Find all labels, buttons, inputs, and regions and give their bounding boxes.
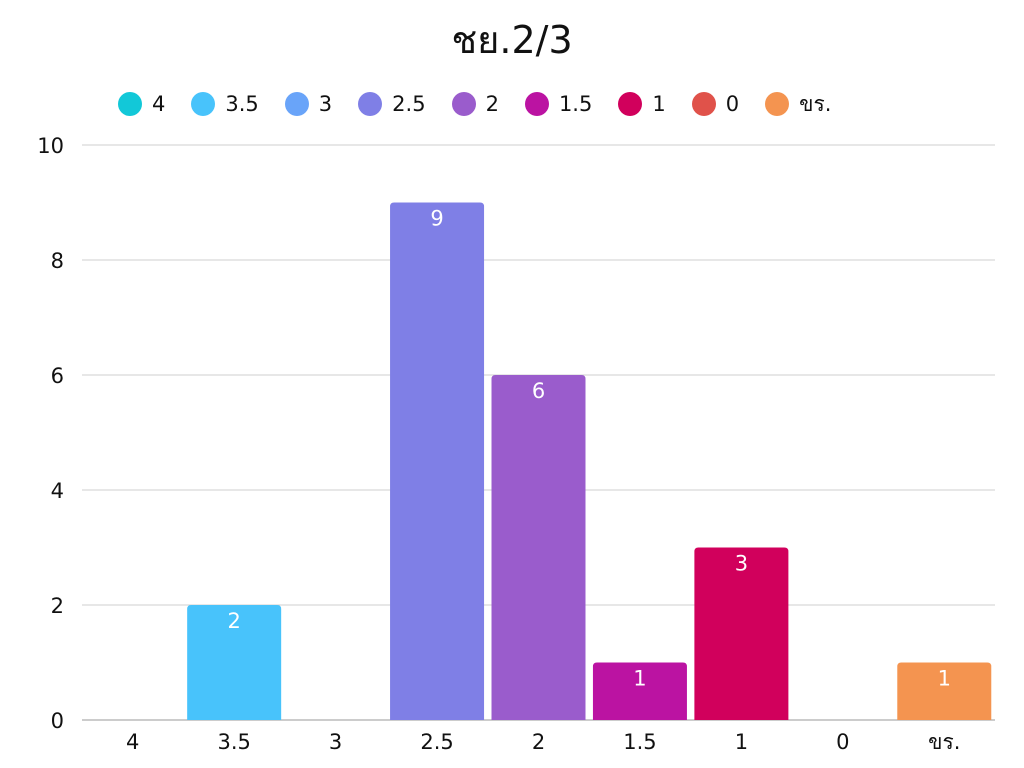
x-tick-label: 1 xyxy=(735,730,748,754)
legend-swatch xyxy=(191,92,216,116)
legend-label: 0 xyxy=(725,92,740,116)
x-tick-label: 2.5 xyxy=(420,730,453,754)
x-tick-label: 0 xyxy=(836,730,849,754)
bar xyxy=(592,662,687,720)
legend-item: 2 xyxy=(451,90,499,118)
x-tick-label: 1.5 xyxy=(623,730,656,754)
y-tick-label: 8 xyxy=(51,249,64,273)
legend-swatch xyxy=(358,92,383,116)
legend-label: 4 xyxy=(152,92,166,116)
legend-swatch xyxy=(524,92,549,116)
x-tick-label: ขร. xyxy=(928,730,960,754)
legend-item: 1.5 xyxy=(524,90,593,118)
x-tick-label: 4 xyxy=(126,730,139,754)
legend-swatch xyxy=(451,92,476,116)
legend-swatch xyxy=(765,92,790,116)
x-tick-label: 3 xyxy=(329,730,342,754)
legend-label: 1 xyxy=(652,92,666,116)
legend-label: 3.5 xyxy=(225,92,259,116)
legend-item: 1 xyxy=(618,90,666,118)
y-tick-label: 0 xyxy=(51,709,64,733)
data-label: 6 xyxy=(532,379,545,403)
legend-label: 1.5 xyxy=(558,92,593,116)
bar xyxy=(491,375,586,720)
bar xyxy=(694,547,789,720)
data-label: 9 xyxy=(430,207,443,231)
x-tick-label: 2 xyxy=(532,730,545,754)
legend-label: ขร. xyxy=(799,92,832,116)
legend-label: 2.5 xyxy=(392,92,426,116)
legend-label: 2 xyxy=(485,92,499,116)
y-tick-label: 6 xyxy=(51,364,64,388)
bar xyxy=(390,202,485,720)
y-tick-label: 4 xyxy=(51,479,64,503)
legend-item: 2.5 xyxy=(358,90,426,118)
data-label: 3 xyxy=(735,552,748,576)
legend-item: 3.5 xyxy=(191,90,259,118)
legend-swatch xyxy=(284,92,309,116)
legend-swatch xyxy=(618,92,643,116)
legend-swatch xyxy=(118,92,142,116)
x-tick-label: 3.5 xyxy=(217,730,250,754)
bar xyxy=(187,605,282,720)
legend-item: 3 xyxy=(284,90,333,118)
y-tick-label: 2 xyxy=(51,594,64,618)
legend-label: 3 xyxy=(318,92,333,116)
data-label: 1 xyxy=(633,667,646,691)
legend: 4 3.5 3 2.5 2 1.5 1 0 ขร. xyxy=(118,90,857,118)
data-label: 1 xyxy=(938,667,951,691)
legend-swatch xyxy=(691,92,716,116)
legend-item: 0 xyxy=(691,90,740,118)
legend-item: ขร. xyxy=(765,90,831,118)
data-label: 2 xyxy=(227,609,240,633)
legend-item: 4 xyxy=(118,90,165,118)
y-tick-label: 10 xyxy=(37,134,64,158)
bar xyxy=(897,662,992,720)
chart-title: ชย.2/3 xyxy=(451,18,573,62)
